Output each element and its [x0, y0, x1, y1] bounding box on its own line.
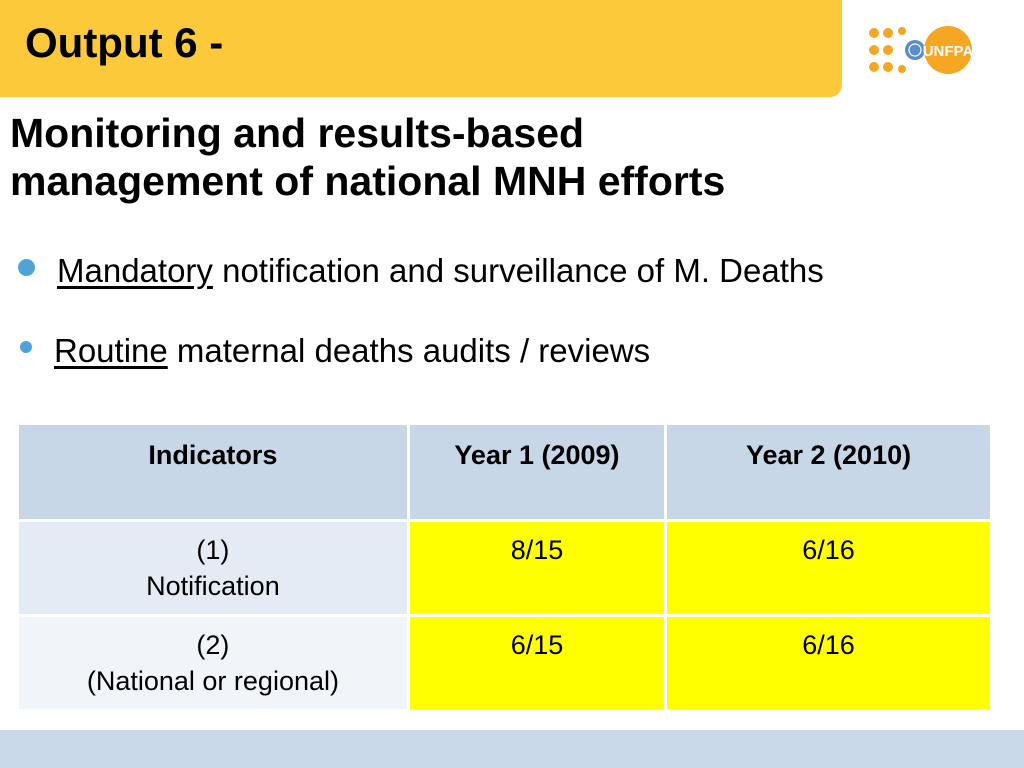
- bullet-underlined-text: Routine: [54, 332, 168, 369]
- slide-title: Output 6 -: [25, 19, 224, 66]
- bullet-text: notification and surveillance of M. Deat…: [212, 252, 824, 289]
- indicator-number: (2): [196, 630, 230, 660]
- logo-dots: [869, 27, 906, 73]
- table-row: (1) Notification 8/15 6/16: [16, 519, 993, 617]
- year-2-value: 6/16: [664, 614, 993, 712]
- bullet-underlined-text: Mandatory: [57, 252, 213, 289]
- indicators-table: Indicators Year 1 (2009) Year 2 (2010) (…: [16, 422, 993, 712]
- title-bar: Output 6 -: [0, 0, 842, 97]
- header-year-2: Year 2 (2010): [664, 422, 993, 522]
- footer-bar: [0, 730, 1024, 768]
- slide-subtitle: Monitoring and results-based management …: [10, 110, 1010, 206]
- bullet-item-mandatory: Mandatory notification and surveillance …: [18, 254, 824, 287]
- bullet-text: maternal deaths audits / reviews: [167, 332, 651, 369]
- indicator-cell: (1) Notification: [16, 519, 410, 617]
- bullet-dot-icon: [18, 258, 35, 276]
- subtitle-line-1: Monitoring and results-based: [10, 110, 585, 156]
- table-header-row: Indicators Year 1 (2009) Year 2 (2010): [16, 422, 993, 522]
- logo-text: UNFPA: [923, 43, 974, 60]
- year-1-value: 6/15: [406, 614, 668, 712]
- unfpa-logo-graphic: UNFPA: [869, 26, 974, 74]
- table-row: (2) (National or regional) 6/15 6/16: [16, 614, 993, 712]
- header-indicators: Indicators: [16, 422, 410, 522]
- bullet-dot-icon: [20, 341, 32, 354]
- indicator-cell: (2) (National or regional): [16, 614, 410, 712]
- year-1-value: 8/15: [406, 519, 668, 617]
- un-emblem-icon: [905, 40, 925, 60]
- indicator-label: Notification: [146, 571, 280, 602]
- indicator-label: (National or regional): [86, 666, 339, 697]
- header-year-1: Year 1 (2009): [406, 422, 668, 522]
- unfpa-logo: UNFPA: [868, 26, 978, 78]
- bullet-item-routine: Routine maternal deaths audits / reviews: [20, 334, 650, 367]
- indicator-number: (1): [196, 535, 230, 565]
- subtitle-line-2: management of national MNH efforts: [10, 157, 726, 204]
- year-2-value: 6/16: [664, 519, 993, 617]
